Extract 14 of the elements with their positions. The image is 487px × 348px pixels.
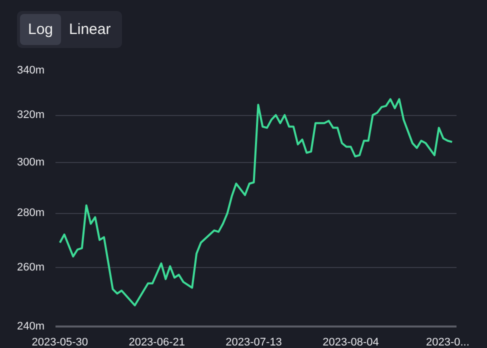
line-series [58,98,454,306]
x-tick-label: 2023-0... [426,336,470,348]
y-tick-label: 260m [16,262,45,274]
y-tick-label: 280m [16,207,45,220]
y-tick-label: 240m [16,320,45,332]
x-tick-label: 2023-07-13 [226,336,282,348]
y-tick-label: 320m [16,109,45,122]
x-tick-label: 2023-05-30 [32,336,88,348]
text: Log [20,14,62,46]
y-tick-label: 300m [16,156,45,168]
x-tick-label: 2023-08-04 [322,336,379,348]
x-tick-label: 2023-06-21 [128,336,185,348]
y-tick-label: 340m [16,64,45,76]
text: Linear [68,20,112,40]
